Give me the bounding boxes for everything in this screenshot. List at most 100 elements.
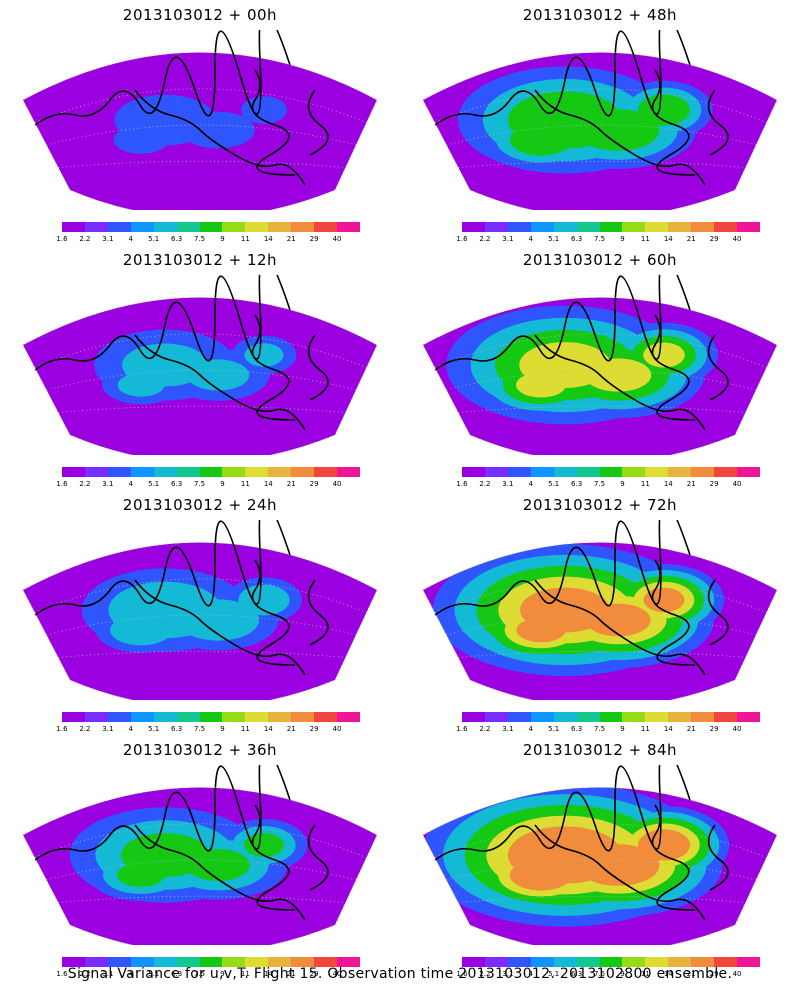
colorbar-segment — [737, 957, 760, 967]
colorbar-segment — [245, 712, 269, 722]
colorbar-tick-label: 14 — [263, 480, 273, 488]
panel-12h: 2013103012 + 12h 1.6 2.2 3.1 4 5.1 6.3 7.5 9 11 1… — [0, 245, 400, 490]
colorbar-tick-label: 3.1 — [502, 235, 514, 243]
variance-field — [423, 297, 777, 455]
figure-caption: Signal Variance for u,v,T. Flight 15. Ob… — [67, 966, 733, 982]
colorbar-segment — [130, 957, 154, 967]
colorbar-segment — [245, 222, 269, 232]
coastline — [34, 520, 329, 676]
colorbar-tick-label: 4 — [528, 970, 533, 978]
colorbar-segment — [153, 712, 177, 722]
colorbar-segment — [84, 957, 108, 967]
colorbar-tick-label: 29 — [309, 235, 319, 243]
colorbar-segment — [599, 957, 623, 967]
colorbar-segment — [484, 222, 508, 232]
colorbar-tick-label: 6.3 — [171, 725, 183, 733]
colorbar-tick-label: 6.3 — [171, 480, 183, 488]
colorbar-tick-label: 40 — [732, 235, 742, 243]
colorbar-segment — [337, 712, 360, 722]
panel-title: 2013103012 + 12h — [122, 251, 278, 269]
colorbar-segment — [530, 957, 554, 967]
colorbar-tick-label: 2.2 — [79, 725, 91, 733]
colorbar-segment — [268, 712, 292, 722]
colorbar-segment — [462, 222, 485, 232]
colorbar-tick-label: 4 — [528, 235, 533, 243]
colorbar-segment — [484, 467, 508, 477]
colorbar-tick-label: 9 — [620, 235, 625, 243]
colorbar-segment — [668, 712, 692, 722]
colorbar-tick-label: 7.5 — [593, 725, 606, 733]
domain-boundary — [22, 787, 378, 945]
variance-map — [422, 275, 778, 455]
colorbar-tick-label: 14 — [663, 970, 673, 978]
colorbar-tick-label: 9 — [220, 970, 225, 978]
colorbar-tick-label: 14 — [663, 480, 673, 488]
coastline — [34, 765, 329, 921]
colorbar-tick-label: 3.1 — [502, 970, 514, 978]
colorbar-ticks: 1.6 2.2 3.1 4 5.1 6.3 7.5 9 11 14 21 29 40 — [52, 725, 362, 735]
colorbar-ticks: 1.6 2.2 3.1 4 5.1 6.3 7.5 9 11 14 21 29 40 — [52, 970, 362, 980]
colorbar-tick-label: 2.2 — [79, 970, 91, 978]
panel-00h: 2013103012 + 00h 1.6 2.2 3.1 4 5.1 6.3 7.5 9 11 1… — [0, 0, 400, 245]
colorbar-segment — [714, 712, 738, 722]
colorbar-segment — [645, 957, 669, 967]
colorbar-tick-label: 7.5 — [593, 235, 606, 243]
colorbar-tick-label: 11 — [640, 235, 650, 243]
variance-field — [23, 542, 377, 700]
colorbar-tick-label: 1.6 — [56, 235, 68, 243]
coastline — [34, 275, 329, 431]
colorbar-segment — [691, 957, 715, 967]
colorbar-tick-label: 40 — [732, 725, 742, 733]
graticule-line — [46, 859, 357, 881]
graticule-line — [458, 405, 746, 413]
colorbar-segment — [714, 222, 738, 232]
graticule-line — [58, 160, 346, 168]
colorbar-segment — [691, 712, 715, 722]
colorbar — [62, 222, 360, 232]
colorbar-segment — [268, 467, 292, 477]
colorbar-tick-label: 29 — [309, 480, 319, 488]
colorbar-segment — [462, 712, 485, 722]
panel-title: 2013103012 + 36h — [122, 741, 278, 759]
colorbar — [62, 957, 360, 967]
colorbar-tick-label: 1.6 — [456, 970, 468, 978]
colorbar-tick-label: 2.2 — [79, 480, 91, 488]
colorbar-tick-label: 21 — [286, 970, 296, 978]
colorbar-segment — [314, 222, 338, 232]
panel-36h: 2013103012 + 36h 1.6 2.2 3.1 4 5.1 6.3 7.5 9 11 1… — [0, 735, 400, 980]
colorbar-segment — [737, 712, 760, 722]
colorbar-tick-label: 7.5 — [593, 480, 606, 488]
colorbar-segment — [530, 222, 554, 232]
panel-title: 2013103012 + 48h — [522, 6, 678, 24]
colorbar-tick-label: 29 — [309, 725, 319, 733]
colorbar-segment — [507, 712, 531, 722]
colorbar-segment — [291, 957, 315, 967]
colorbar-tick-label: 9 — [220, 235, 225, 243]
panel-title: 2013103012 + 24h — [122, 496, 278, 514]
colorbar-segment — [599, 712, 623, 722]
colorbar-segment — [668, 957, 692, 967]
colorbar-tick-label: 21 — [686, 480, 696, 488]
colorbar-ticks: 1.6 2.2 3.1 4 5.1 6.3 7.5 9 11 14 21 29 40 — [452, 725, 762, 735]
colorbar-tick-label: 5.1 — [548, 235, 560, 243]
variance-map — [422, 520, 778, 700]
colorbar-tick-label: 40 — [332, 480, 342, 488]
colorbar-segment — [645, 467, 669, 477]
colorbar-tick-label: 21 — [286, 235, 296, 243]
domain-boundary — [422, 52, 778, 210]
colorbar-segment — [245, 957, 269, 967]
colorbar-segment — [507, 957, 531, 967]
panel-72h: 2013103012 + 72h 1.6 2.2 3.1 4 5.1 6.3 7.5 9 11 1… — [400, 490, 800, 735]
colorbar-segment — [84, 222, 108, 232]
panel-title: 2013103012 + 00h — [122, 6, 278, 24]
colorbar-tick-label: 2.2 — [79, 235, 91, 243]
panel-title: 2013103012 + 84h — [522, 741, 678, 759]
colorbar-segment — [337, 222, 360, 232]
colorbar-segment — [576, 712, 600, 722]
graticule-line — [46, 614, 357, 636]
colorbar-segment — [62, 957, 85, 967]
panel-48h: 2013103012 + 48h 1.6 2.2 3.1 4 5.1 6.3 7.5 9 11 1… — [400, 0, 800, 245]
colorbar-tick-label: 40 — [332, 970, 342, 978]
colorbar-tick-label: 11 — [640, 480, 650, 488]
colorbar-segment — [714, 467, 738, 477]
